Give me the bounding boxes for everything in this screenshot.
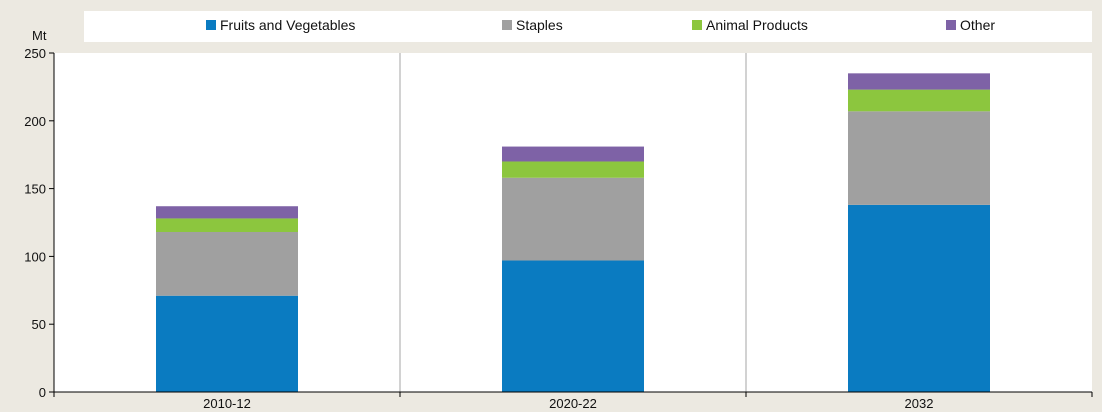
y-tick-label: 200	[24, 114, 46, 129]
x-tick-label: 2032	[905, 396, 934, 411]
legend-swatch-other	[946, 20, 956, 30]
legend-swatch-animal-products	[692, 20, 702, 30]
bar-animal-products-2032	[848, 89, 990, 112]
legend-label-staples: Staples	[516, 17, 563, 33]
legend-swatch-staples	[502, 20, 512, 30]
bar-animal-products-2010-12	[156, 218, 298, 232]
bar-other-2010-12	[156, 206, 298, 219]
bar-other-2020-22	[502, 146, 644, 162]
y-axis-unit-label: Mt	[32, 28, 47, 43]
bar-staples-2032	[848, 111, 990, 205]
legend-label-other: Other	[960, 17, 995, 33]
bar-fruits-and-vegetables-2032	[848, 204, 990, 392]
y-tick-label: 100	[24, 249, 46, 264]
y-tick-label: 250	[24, 46, 46, 61]
legend-swatch-fruits-and-vegetables	[206, 20, 216, 30]
legend-label-animal-products: Animal Products	[706, 17, 808, 33]
bar-staples-2020-22	[502, 177, 644, 261]
bar-fruits-and-vegetables-2020-22	[502, 260, 644, 392]
x-tick-label: 2010-12	[203, 396, 251, 411]
bar-other-2032	[848, 73, 990, 90]
legend-label-fruits-and-vegetables: Fruits and Vegetables	[220, 17, 355, 33]
x-tick-label: 2020-22	[549, 396, 597, 411]
y-tick-label: 50	[32, 317, 46, 332]
bar-staples-2010-12	[156, 231, 298, 296]
bar-fruits-and-vegetables-2010-12	[156, 295, 298, 392]
y-tick-label: 150	[24, 182, 46, 197]
legend-box	[84, 11, 1092, 42]
y-tick-label: 0	[39, 385, 46, 400]
bar-animal-products-2020-22	[502, 161, 644, 178]
